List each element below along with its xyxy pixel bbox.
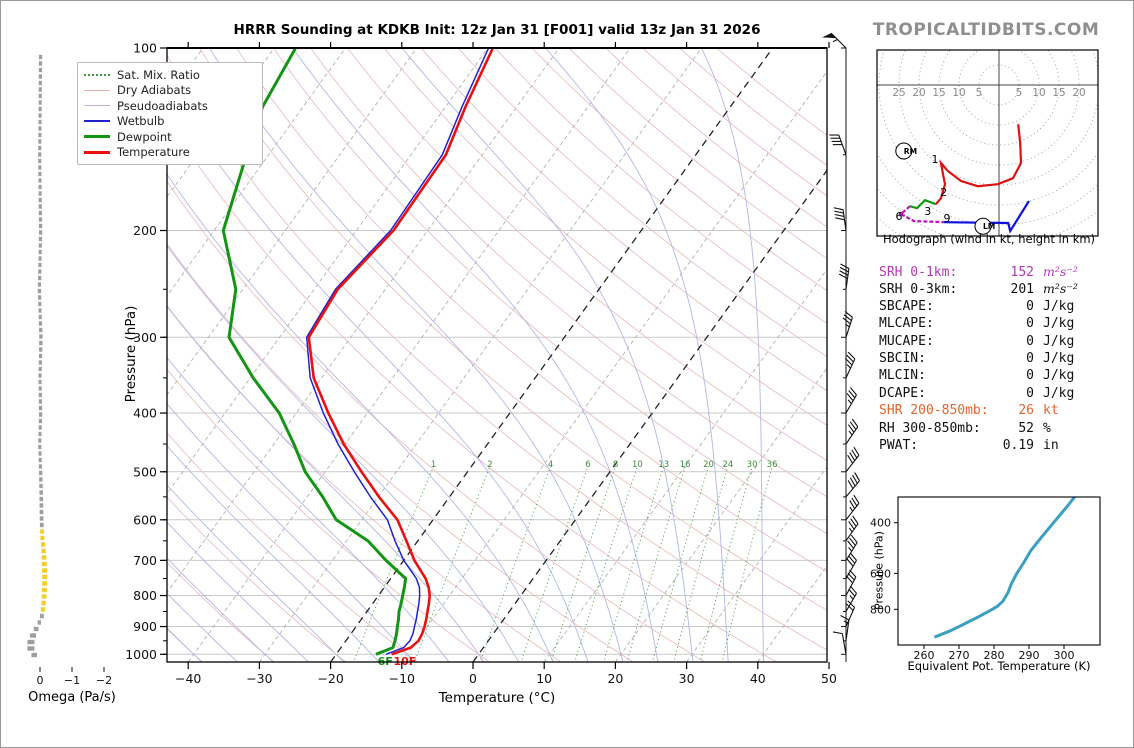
svg-text:30: 30 — [679, 671, 695, 686]
thetae-inset: 260 270 280 290 300 400 600 800 — [870, 496, 1101, 662]
thetae-axis-label: Equivalent Pot. Temperature (K) — [907, 659, 1091, 673]
svg-text:5: 5 — [1016, 87, 1023, 99]
legend-item: Dewpoint — [84, 129, 256, 145]
stat-row-sbcape: SBCAPE: 0 J/kg — [879, 298, 1075, 314]
stat-row-rh: RH 300-850mb: 52% — [879, 420, 1051, 436]
svg-text:−2: −2 — [96, 674, 112, 687]
stat-row-dcape: DCAPE: 0 J/kg — [879, 385, 1075, 401]
svg-text:10: 10 — [632, 460, 643, 470]
hodograph-caption: Hodograph (wind in kt, height in km) — [882, 232, 1096, 246]
svg-text:1: 1 — [932, 153, 939, 166]
svg-text:40: 40 — [750, 671, 766, 686]
stat-row-mlcin: MLCIN: 0 J/kg — [879, 368, 1075, 384]
omega-axis-label: Omega (Pa/s) — [28, 690, 116, 705]
svg-text:300: 300 — [1054, 649, 1075, 662]
svg-text:4: 4 — [548, 460, 553, 470]
svg-text:−20: −20 — [317, 671, 343, 686]
stat-row-mucape: MUCAPE: 0 J/kg — [879, 333, 1075, 349]
svg-text:0: 0 — [37, 674, 44, 687]
watermark: TROPICALTIDBITS.COM — [872, 20, 1100, 40]
profile-curves — [221, 48, 495, 656]
svg-text:800: 800 — [133, 588, 157, 603]
svg-text:0: 0 — [469, 671, 477, 686]
svg-text:600: 600 — [870, 567, 891, 580]
svg-text:5: 5 — [976, 87, 983, 99]
wetbulb-line-icon — [84, 120, 110, 123]
svg-text:20: 20 — [703, 460, 714, 470]
pseudoadiabat-line-icon — [84, 105, 110, 107]
page-title: HRRR Sounding at KDKB Init: 12z Jan 31 [… — [233, 22, 761, 38]
svg-text:−40: −40 — [175, 671, 201, 686]
svg-text:15: 15 — [932, 87, 945, 99]
svg-text:2: 2 — [487, 460, 492, 470]
svg-text:9: 9 — [944, 212, 951, 225]
legend-item: Pseudoadiabats — [84, 98, 256, 114]
indices-panel: SRH 0-1km: 152 m²s⁻² SRH 0-3km: 201 m²s⁻² SB… — [879, 264, 1105, 455]
hodograph: 25 20 15 10 5 5 10 15 20 1 23 6 9 RM LM — [876, 49, 1099, 237]
pressure-axis-label: Pressure (hPa) — [123, 305, 139, 403]
skewt-legend: Sat. Mix. Ratio Dry Adiabats Pseudoadiab… — [77, 62, 263, 165]
dewpoint-line-icon — [84, 135, 110, 139]
svg-text:10: 10 — [1032, 87, 1045, 99]
svg-text:280: 280 — [984, 649, 1005, 662]
omega-panel: 0 −1 −2 — [27, 54, 112, 687]
temperature-line-icon — [84, 150, 110, 154]
svg-text:13: 13 — [658, 460, 669, 470]
svg-text:−10: −10 — [389, 671, 415, 686]
svg-text:270: 270 — [949, 649, 970, 662]
svg-text:1: 1 — [431, 460, 436, 470]
legend-item: Dry Adiabats — [84, 83, 256, 99]
svg-text:200: 200 — [133, 223, 157, 238]
svg-text:16: 16 — [680, 460, 691, 470]
svg-text:260: 260 — [914, 649, 935, 662]
temperature-axis-label: Temperature (°C) — [438, 690, 556, 706]
svg-text:400: 400 — [133, 406, 157, 421]
svg-text:900: 900 — [133, 619, 157, 634]
svg-text:50: 50 — [821, 671, 837, 686]
stat-row-mlcape: MLCAPE: 0 J/kg — [879, 316, 1075, 332]
svg-text:36: 36 — [767, 460, 778, 470]
svg-text:20: 20 — [912, 87, 925, 99]
svg-text:6: 6 — [585, 460, 590, 470]
thetae-pressure-axis-label: Pressure (hPa) — [872, 531, 886, 610]
svg-text:1000: 1000 — [125, 647, 157, 662]
sat-mix-ratio-line-icon — [84, 73, 110, 76]
svg-text:400: 400 — [870, 517, 891, 530]
dry-adiabat-line-icon — [84, 89, 110, 91]
stat-row-srh01: SRH 0-1km: 152 m²s⁻² — [879, 264, 1078, 280]
stat-row-srh03: SRH 0-3km: 201 m²s⁻² — [879, 281, 1078, 298]
svg-text:24: 24 — [723, 460, 734, 470]
svg-text:20: 20 — [1072, 87, 1085, 99]
stat-row-shr: SHR 200-850mb: 26 kt — [879, 403, 1059, 419]
stat-row-sbcin: SBCIN: 0 J/kg — [879, 350, 1075, 366]
legend-item: Sat. Mix. Ratio — [84, 67, 256, 83]
stat-row-pwat: PWAT: 0.19 in — [879, 437, 1059, 453]
svg-text:800: 800 — [870, 603, 891, 616]
svg-text:600: 600 — [133, 512, 157, 527]
svg-text:2: 2 — [940, 186, 947, 199]
svg-text:6: 6 — [896, 210, 903, 223]
svg-text:20: 20 — [607, 671, 623, 686]
svg-text:10: 10 — [536, 671, 552, 686]
svg-text:25: 25 — [892, 87, 905, 99]
legend-item: Wetbulb — [84, 114, 256, 130]
svg-text:290: 290 — [1019, 649, 1040, 662]
svg-text:30: 30 — [747, 460, 758, 470]
svg-text:10: 10 — [952, 87, 965, 99]
svg-text:8: 8 — [613, 460, 618, 470]
svg-text:−1: −1 — [64, 674, 80, 687]
svg-text:700: 700 — [133, 553, 157, 568]
svg-text:100: 100 — [133, 41, 157, 56]
svg-text:LM: LM — [983, 222, 995, 231]
wind-barbs — [822, 32, 860, 662]
svg-text:3: 3 — [924, 205, 931, 218]
svg-text:−30: −30 — [246, 671, 272, 686]
svg-text:300: 300 — [133, 330, 157, 345]
svg-text:RM: RM — [904, 147, 917, 156]
legend-item: Temperature — [84, 145, 256, 161]
svg-text:15: 15 — [1052, 87, 1065, 99]
svg-text:500: 500 — [133, 464, 157, 479]
